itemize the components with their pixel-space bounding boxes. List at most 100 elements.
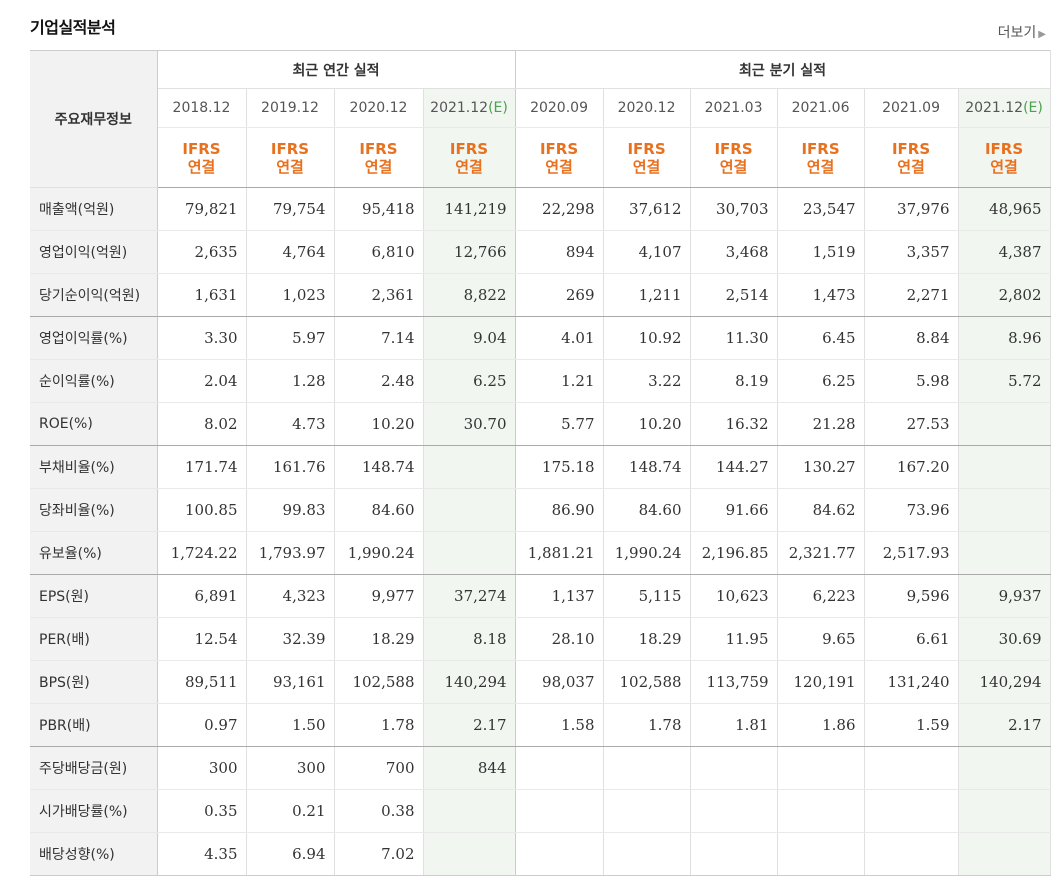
consolidated-label: 연결: [806, 157, 835, 176]
value-cell: 28.10: [515, 617, 604, 661]
value-cell: 8.18: [423, 617, 516, 661]
ifrs-label: IFRS: [801, 139, 840, 158]
ifrs-badge: IFRS 연결: [864, 127, 959, 188]
value-cell: 27.53: [864, 402, 959, 446]
value-cell: [603, 832, 691, 876]
period-label: 2020.12: [349, 100, 408, 116]
value-cell: 30,703: [690, 187, 778, 231]
value-cell: 4,387: [958, 230, 1051, 274]
value-cell: 16.32: [690, 402, 778, 446]
consolidated-label: 연결: [187, 157, 216, 176]
row-label: 부채비율(%): [30, 445, 158, 489]
value-cell: 79,754: [246, 187, 335, 231]
value-cell: 8,822: [423, 273, 516, 317]
value-cell: 4.35: [157, 832, 247, 876]
value-cell: 9,977: [334, 574, 424, 618]
value-cell: [690, 746, 778, 790]
estimate-mark: (E): [1023, 100, 1043, 116]
value-cell: 21.28: [777, 402, 865, 446]
value-cell: 10.92: [603, 316, 691, 360]
value-cell: 1.28: [246, 359, 335, 403]
period-header: 2020.12: [603, 88, 691, 128]
ifrs-label: IFRS: [714, 139, 753, 158]
value-cell: 8.02: [157, 402, 247, 446]
value-cell: 1,724.22: [157, 531, 247, 575]
value-cell: 1.78: [334, 703, 424, 747]
value-cell: 1,793.97: [246, 531, 335, 575]
row-label: BPS(원): [30, 660, 158, 704]
value-cell: 1.78: [603, 703, 691, 747]
value-cell: 4,323: [246, 574, 335, 618]
value-cell: 12,766: [423, 230, 516, 274]
value-cell: 11.30: [690, 316, 778, 360]
value-cell: 144.27: [690, 445, 778, 489]
more-link[interactable]: 더보기 ▶: [998, 22, 1046, 42]
table-head: 주요재무정보 최근 연간 실적 최근 분기 실적 2018.12 2019.12 2…: [30, 50, 1051, 188]
value-cell: 1.50: [246, 703, 335, 747]
value-cell: 0.21: [246, 789, 335, 833]
table-row: 배당성향(%) 4.35 6.94 7.02: [30, 832, 1051, 876]
chevron-right-icon: ▶: [1038, 29, 1046, 40]
ifrs-label: IFRS: [182, 139, 221, 158]
value-cell: 1.81: [690, 703, 778, 747]
value-cell: 0.97: [157, 703, 247, 747]
ifrs-label: IFRS: [984, 139, 1024, 158]
value-cell: 4,107: [603, 230, 691, 274]
value-cell: 1,881.21: [515, 531, 604, 575]
ifrs-badge: IFRS 연결: [334, 127, 424, 188]
period-label: 2021.12: [965, 100, 1024, 116]
value-cell: 1,990.24: [603, 531, 691, 575]
period-header: 2021.12(E): [958, 88, 1051, 128]
value-cell: 12.54: [157, 617, 247, 661]
ifrs-badge: IFRS 연결: [777, 127, 865, 188]
period-label: 2021.12: [430, 100, 489, 116]
table-row: BPS(원) 89,511 93,161 102,588 140,294 98,037 10…: [30, 660, 1051, 704]
value-cell: 700: [334, 746, 424, 790]
value-cell: 1.21: [515, 359, 604, 403]
value-cell: 140,294: [423, 660, 516, 704]
row-label: 영업이익(억원): [30, 230, 158, 274]
value-cell: 10,623: [690, 574, 778, 618]
row-label: 주당배당금(원): [30, 746, 158, 790]
value-cell: 2.48: [334, 359, 424, 403]
ifrs-label: IFRS: [449, 139, 489, 158]
row-label: 순이익률(%): [30, 359, 158, 403]
table-row: 영업이익률(%) 3.30 5.97 7.14 9.04 4.01 10.92 11.30 6.…: [30, 316, 1051, 360]
table-row: ROE(%) 8.02 4.73 10.20 30.70 5.77 10.20 16.32 21…: [30, 402, 1051, 446]
ifrs-badge: IFRS 연결: [515, 127, 604, 188]
table-row: 순이익률(%) 2.04 1.28 2.48 6.25 1.21 3.22 8.19 6.25 5…: [30, 359, 1051, 403]
row-label: EPS(원): [30, 574, 158, 618]
period-header: 2018.12: [157, 88, 247, 128]
value-cell: [603, 789, 691, 833]
value-cell: 148.74: [603, 445, 691, 489]
value-cell: 6.61: [864, 617, 959, 661]
table-row: 매출액(억원) 79,821 79,754 95,418 141,219 22,298 37…: [30, 187, 1051, 231]
value-cell: 7.14: [334, 316, 424, 360]
period-label: 2020.09: [530, 100, 588, 116]
value-cell: 6.94: [246, 832, 335, 876]
value-cell: 8.84: [864, 316, 959, 360]
value-cell: 32.39: [246, 617, 335, 661]
value-cell: 5.72: [958, 359, 1051, 403]
value-cell: 5.77: [515, 402, 604, 446]
table-row: PER(배) 12.54 32.39 18.29 8.18 28.10 18.29 11.95…: [30, 617, 1051, 661]
value-cell: 2,517.93: [864, 531, 959, 575]
value-cell: 89,511: [157, 660, 247, 704]
ifrs-badge: IFRS 연결: [690, 127, 778, 188]
row-label: 유보율(%): [30, 531, 158, 575]
value-cell: [958, 789, 1051, 833]
value-cell: 300: [246, 746, 335, 790]
period-label: 2020.12: [617, 100, 676, 116]
value-cell: 37,976: [864, 187, 959, 231]
value-cell: [515, 746, 604, 790]
value-cell: 79,821: [157, 187, 247, 231]
value-cell: 2.17: [423, 703, 516, 747]
value-cell: 2.17: [958, 703, 1051, 747]
value-cell: [777, 789, 865, 833]
consolidated-label: 연결: [632, 157, 661, 176]
value-cell: [423, 531, 516, 575]
value-cell: [958, 746, 1051, 790]
table-row: 주당배당금(원) 300 300 700 844: [30, 746, 1051, 790]
value-cell: [864, 746, 959, 790]
